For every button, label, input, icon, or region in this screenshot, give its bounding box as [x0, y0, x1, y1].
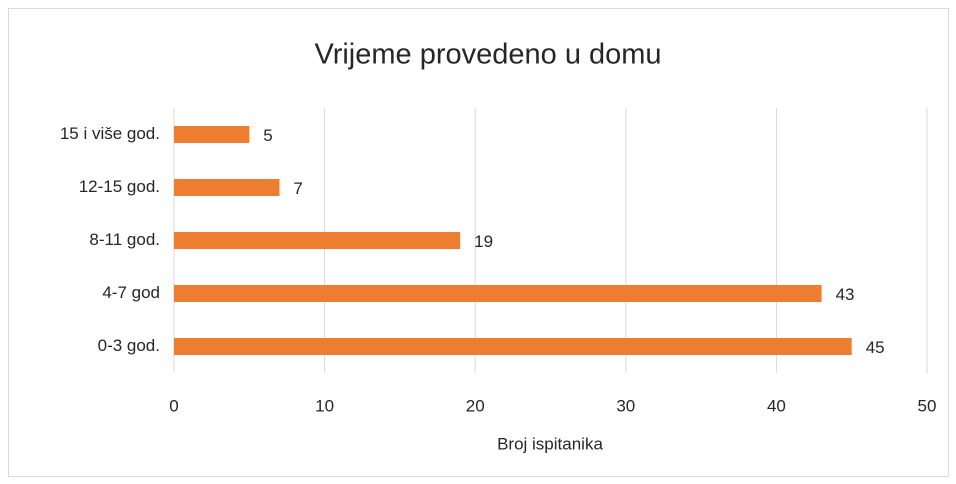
y-tick-label: 15 i više god. [60, 124, 160, 143]
x-tick-label: 0 [169, 396, 178, 415]
chart-title: Vrijeme provedeno u domu [314, 39, 661, 71]
data-label: 45 [866, 338, 885, 357]
y-tick-label: 0-3 god. [98, 336, 160, 355]
data-label: 43 [836, 285, 855, 304]
bar [174, 338, 852, 355]
x-axis-title: Broj ispitanika [497, 434, 603, 453]
x-tick-label: 40 [767, 396, 786, 415]
y-tick-label: 8-11 god. [89, 230, 160, 249]
y-tick-label: 12-15 god. [79, 177, 160, 196]
bar [174, 232, 461, 249]
y-tick-label: 4-7 god [102, 283, 160, 302]
data-label: 5 [263, 126, 272, 145]
bar [174, 126, 250, 143]
bar [174, 285, 822, 302]
data-label: 7 [293, 179, 302, 198]
data-label: 19 [474, 232, 493, 251]
bar [174, 179, 280, 196]
x-tick-label: 30 [616, 396, 635, 415]
x-tick-label: 20 [466, 396, 485, 415]
x-tick-label: 10 [315, 396, 334, 415]
chart-frame [8, 8, 949, 477]
x-tick-label: 50 [918, 396, 937, 415]
